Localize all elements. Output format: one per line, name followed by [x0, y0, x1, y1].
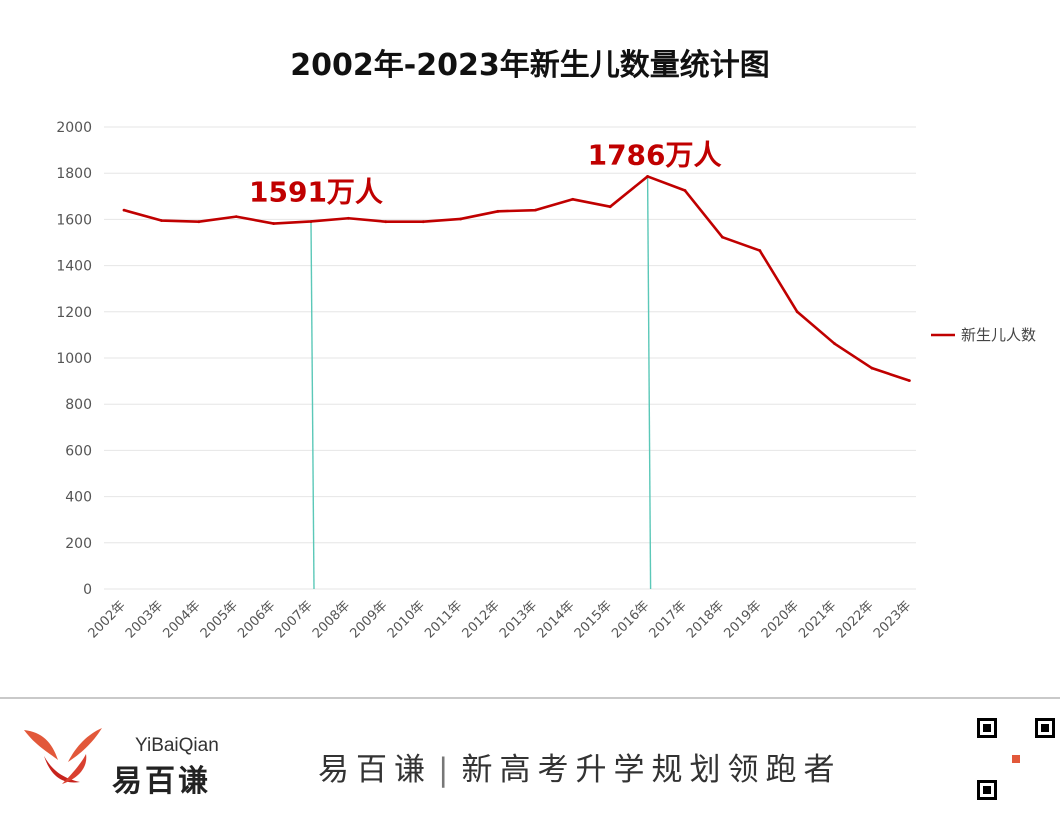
x-tick-label: 2004年 — [160, 598, 203, 641]
x-tick-label: 2018年 — [684, 598, 727, 641]
x-tick-label: 2010年 — [385, 598, 428, 641]
x-tick-label: 2007年 — [273, 598, 316, 641]
brand-logo-icon — [24, 728, 102, 784]
x-tick-label: 2016年 — [609, 598, 652, 641]
x-tick-label: 2009年 — [347, 598, 390, 641]
y-tick-label: 1800 — [56, 166, 92, 182]
y-tick-label: 0 — [83, 582, 92, 598]
annotation-label: 1591万人 — [249, 175, 383, 208]
x-tick-label: 2008年 — [310, 598, 353, 641]
data-point — [496, 209, 500, 213]
y-tick-label: 400 — [65, 490, 92, 506]
brand-name: 易百谦 — [112, 764, 211, 799]
legend[interactable]: 新生儿人数 — [931, 326, 1036, 344]
x-tick-label: 2013年 — [497, 598, 540, 641]
annotation-markers — [310, 176, 652, 590]
series-line — [123, 175, 910, 382]
annotation-label: 1786万人 — [588, 138, 722, 171]
data-point — [272, 222, 275, 225]
line-chart: 0 200 400 600 800 1000 1200 1400 1600 1800 2000 20… — [56, 120, 1036, 641]
x-tick-label: 2014年 — [534, 598, 577, 641]
annotation-marker-line — [310, 221, 315, 590]
brand-name-latin: YiBaiQian — [135, 735, 219, 756]
legend-label: 新生儿人数 — [961, 326, 1036, 344]
data-point — [347, 216, 350, 220]
data-point — [160, 219, 163, 222]
data-point — [870, 366, 874, 370]
x-axis-ticks: 2002年2003年2004年2005年2006年2007年2008年2009年… — [86, 598, 915, 641]
x-tick-label: 2002年 — [86, 598, 129, 641]
x-tick-label: 2017年 — [647, 598, 690, 641]
data-point — [534, 208, 537, 212]
slogan: 易百谦 | 新高考升学规划领跑者 — [318, 744, 841, 789]
x-tick-label: 2003年 — [123, 598, 166, 641]
data-point — [234, 215, 238, 219]
y-tick-label: 1600 — [56, 212, 92, 228]
annotation-labels: 1591万人 1786万人 — [249, 138, 722, 208]
slogan-separator: | — [438, 752, 456, 788]
y-tick-label: 800 — [65, 397, 92, 413]
x-tick-label: 2020年 — [759, 598, 802, 641]
data-point — [908, 379, 911, 383]
slogan-text: 新高考升学规划领跑者 — [461, 752, 842, 788]
x-tick-label: 2005年 — [198, 598, 241, 641]
annotation-marker-line — [646, 176, 652, 590]
y-tick-label: 200 — [65, 536, 92, 552]
y-tick-label: 1400 — [56, 259, 92, 275]
x-tick-label: 2022年 — [834, 598, 877, 641]
data-point — [421, 220, 425, 224]
chart-title: 2002年-2023年新生儿数量统计图 — [290, 48, 770, 83]
data-point — [608, 205, 612, 209]
qr-code-icon[interactable] — [975, 716, 1057, 802]
footer-divider — [0, 697, 1060, 699]
x-tick-label: 2015年 — [572, 598, 615, 641]
data-point — [571, 197, 575, 201]
data-point — [795, 310, 799, 314]
x-tick-label: 2011年 — [422, 598, 465, 641]
y-axis-ticks: 0 200 400 600 800 1000 1200 1400 1600 1800 2000 — [56, 120, 92, 598]
series-layer — [122, 175, 911, 383]
grid-lines — [104, 126, 916, 590]
data-point — [721, 235, 724, 239]
data-point — [758, 249, 762, 252]
data-point — [197, 220, 201, 224]
x-tick-label: 2006年 — [235, 598, 278, 641]
x-tick-label: 2012年 — [460, 598, 503, 641]
x-tick-label: 2019年 — [721, 598, 764, 641]
data-point — [646, 175, 649, 178]
x-tick-label: 2023年 — [871, 598, 914, 641]
y-tick-label: 1200 — [56, 305, 92, 321]
data-point — [683, 189, 687, 192]
x-tick-label: 2021年 — [796, 598, 839, 641]
data-point — [384, 220, 388, 224]
y-tick-label: 2000 — [56, 120, 92, 136]
data-point — [122, 208, 126, 212]
data-point — [309, 220, 313, 223]
y-tick-label: 1000 — [56, 351, 92, 367]
slogan-brand: 易百谦 — [318, 752, 432, 788]
y-tick-label: 600 — [65, 443, 92, 459]
data-point — [833, 342, 836, 346]
data-point — [459, 217, 462, 221]
